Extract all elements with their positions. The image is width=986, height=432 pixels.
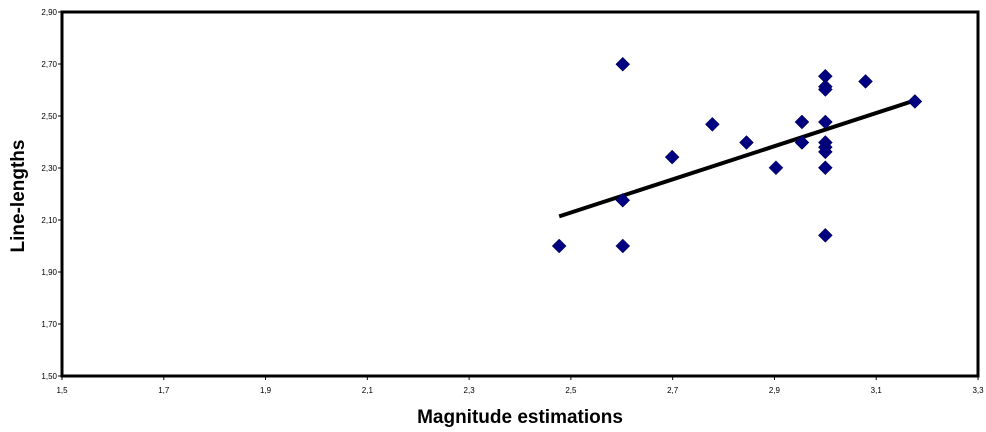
x-tick-label: 1,5 [56,386,68,395]
data-point [907,94,923,109]
y-tick-label: 2,30 [41,164,57,173]
x-axis-title: Magnitude estimations [417,407,623,428]
data-point [794,135,810,150]
x-tick-label: 3,1 [871,386,883,395]
data-point [817,144,833,160]
x-tick-label: 1,7 [158,386,170,395]
plot-area-frame [60,10,980,378]
y-tick-label: 1,70 [41,320,57,329]
data-point [794,114,810,130]
trendline [558,98,916,219]
y-tick-label: 2,10 [41,216,57,225]
data-point [768,160,784,176]
y-tick-label: 1,90 [41,268,57,277]
data-point [615,238,631,254]
y-tick-label: 2,70 [41,60,57,69]
y-tick-label: 2,90 [41,8,57,17]
y-axis-title: Line-lengths [8,140,29,253]
y-axis-tick-labels: 1,50 1,70 1,90 2,10 2,30 2,50 2,70 2,90 [41,8,57,381]
data-point [664,149,680,165]
data-point [551,238,567,254]
x-axis-ticks [61,376,979,380]
data-point [615,192,631,208]
x-tick-label: 2,7 [667,386,679,395]
x-axis-tick-labels: 1,5 1,7 1,9 2,1 2,3 2,5 2,7 2,9 3,1 3,3 [56,386,984,395]
data-point [615,56,631,72]
data-point [817,82,833,97]
trendline-layer [558,98,916,219]
data-point [817,227,833,243]
y-tick-label: 1,50 [41,372,57,381]
x-tick-label: 2,1 [362,386,374,395]
x-tick-label: 2,9 [769,386,781,395]
x-tick-label: 2,5 [565,386,577,395]
x-tick-label: 3,3 [972,386,984,395]
y-axis-ticks [58,11,62,377]
x-tick-label: 2,3 [464,386,476,395]
data-point [817,160,833,176]
x-tick-label: 1,9 [260,386,272,395]
data-point [739,135,754,150]
data-points [551,56,923,254]
data-point [705,116,720,132]
data-point [817,114,833,130]
data-point [858,74,873,89]
y-tick-label: 2,50 [41,112,57,121]
